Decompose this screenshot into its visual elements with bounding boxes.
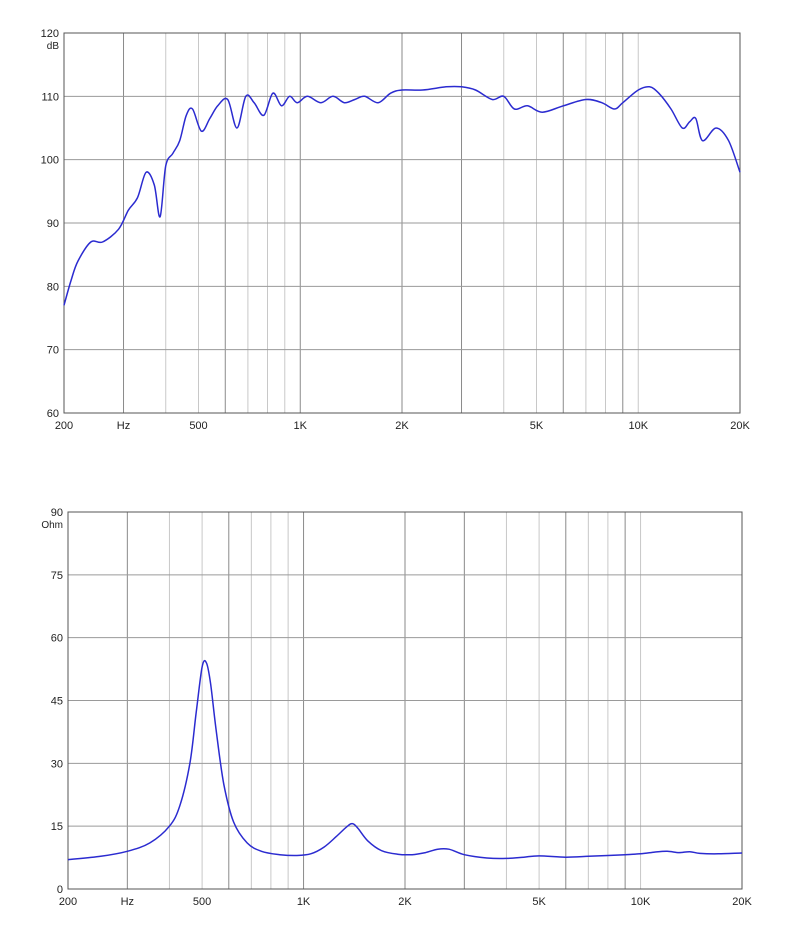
- impedance-y-tick-label: 75: [51, 570, 63, 582]
- impedance-x-tick-label: 2K: [398, 896, 412, 908]
- impedance-x-tick-label: 20K: [732, 896, 752, 908]
- spl-y-tick-label: 80: [47, 281, 59, 293]
- impedance-series-line: [67, 659, 743, 861]
- spl-y-tick-label: 60: [47, 408, 59, 420]
- impedance-x-tick-label: 10K: [631, 896, 651, 908]
- impedance-y-tick-label: 15: [51, 821, 63, 833]
- impedance-plot-frame: [67, 511, 743, 890]
- spl-y-tick-label: 70: [47, 345, 59, 357]
- spl-x-tick-label: 2K: [395, 420, 409, 432]
- impedance-y-unit-label: Ohm: [41, 520, 63, 531]
- spl-series-line: [63, 85, 741, 306]
- impedance-x-tick-label: 200: [59, 896, 77, 908]
- spl-x-tick-label: 200: [55, 420, 73, 432]
- spl-x-tick-label: 10K: [628, 420, 648, 432]
- spl-y-tick-label: 120: [41, 28, 59, 40]
- spl-x-tick-label: 20K: [730, 420, 750, 432]
- impedance-y-tick-label: 45: [51, 696, 63, 708]
- spl-x-tick-label: Hz: [117, 420, 130, 432]
- impedance-y-tick-label: 90: [51, 507, 63, 519]
- impedance-x-tick-label: 1K: [297, 896, 311, 908]
- impedance-y-tick-label: 30: [51, 758, 63, 770]
- spl-x-tick-label: 5K: [530, 420, 544, 432]
- impedance-y-tick-label: 0: [57, 884, 63, 896]
- spl-y-tick-label: 90: [47, 218, 59, 230]
- impedance-x-tick-label: 500: [193, 896, 211, 908]
- spl-y-unit-label: dB: [47, 41, 60, 52]
- impedance-x-tick-label: Hz: [121, 896, 134, 908]
- spl-x-tick-label: 500: [189, 420, 207, 432]
- impedance-y-tick-label: 60: [51, 633, 63, 645]
- spl-y-tick-label: 110: [41, 91, 59, 103]
- spl-x-tick-label: 1K: [294, 420, 308, 432]
- spl-plot-frame: [63, 32, 741, 414]
- impedance-x-tick-label: 5K: [532, 896, 546, 908]
- spl-y-tick-label: 100: [41, 155, 59, 167]
